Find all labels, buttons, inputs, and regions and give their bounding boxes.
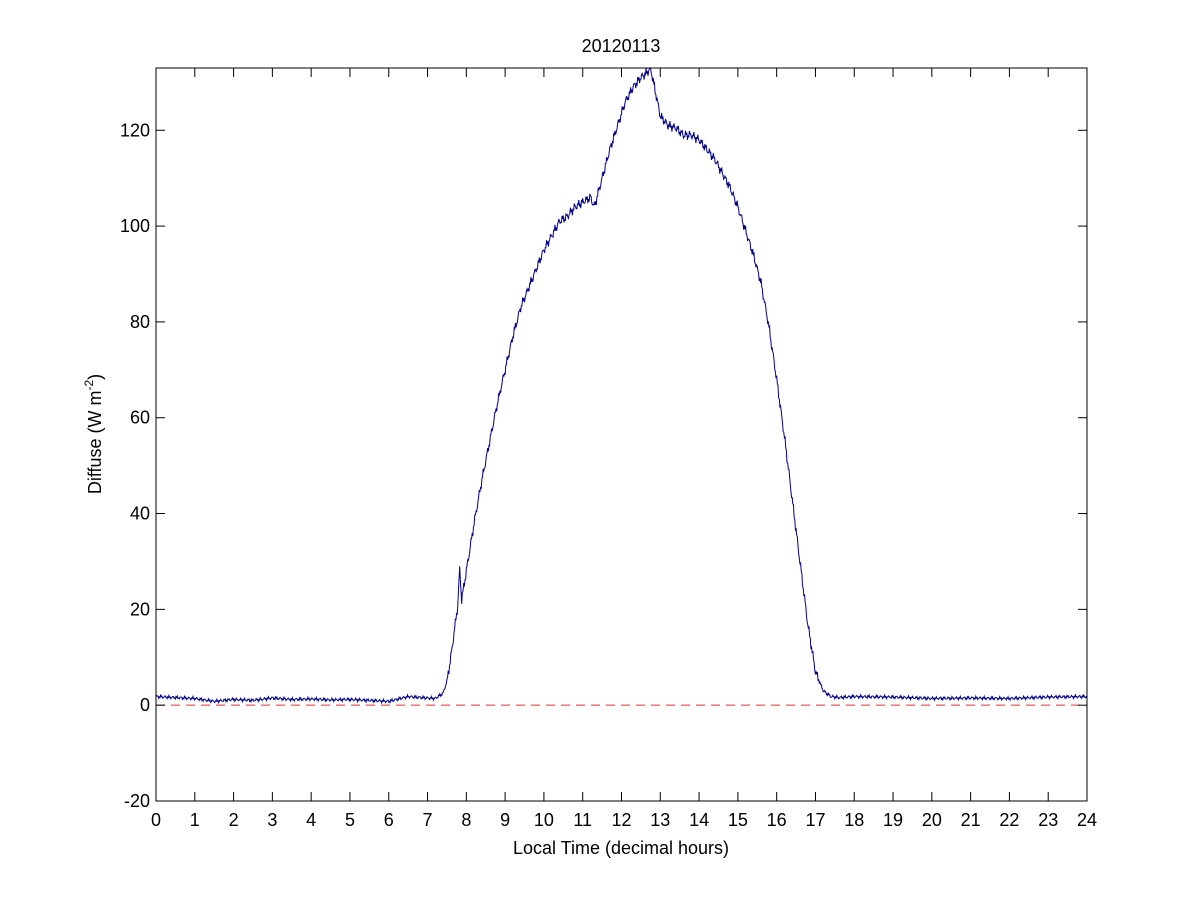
y-tick-label: 20 [130,599,150,619]
y-tick-label: 40 [130,504,150,524]
x-tick-label: 2 [229,810,239,830]
x-tick-label: 14 [689,810,709,830]
x-tick-label: 18 [844,810,864,830]
x-tick-label: 12 [611,810,631,830]
x-tick-label: 13 [650,810,670,830]
tick-layer: 0 1 2 3 4 5 6 7 8 9 10 11 12 13 14 15 16 17 18 19 20 21 22 23 24… [120,68,1097,830]
x-tick-label: 24 [1077,810,1097,830]
chart-title: 20120113 [582,36,661,56]
x-tick-label: 3 [267,810,277,830]
x-axis-title: Local Time (decimal hours) [513,838,729,858]
x-tick-label: 8 [461,810,471,830]
x-tick-label: 19 [883,810,903,830]
x-tick-label: 5 [345,810,355,830]
x-tick-label: 17 [805,810,825,830]
x-tick-label: 1 [190,810,200,830]
x-tick-label: 4 [306,810,316,830]
x-tick-label: 20 [922,810,942,830]
x-tick-label: 0 [151,810,161,830]
y-axis-title: Diffuse (W m-2) [82,374,105,494]
y-tick-label: 80 [130,312,150,332]
x-tick-label: 6 [384,810,394,830]
y-axis-title-main: Diffuse (W m [85,390,105,494]
x-tick-label: 21 [961,810,981,830]
y-tick-label: -20 [124,791,150,811]
y-axis-title-close: ) [85,374,105,380]
plot-frame [155,67,1088,802]
x-tick-label: 16 [767,810,787,830]
y-tick-label: 100 [120,216,150,236]
x-tick-label: 9 [500,810,510,830]
y-tick-label: 60 [130,408,150,428]
x-tick-label: 23 [1038,810,1058,830]
plot-area [156,68,1087,801]
diffuse-series-line [155,67,1088,705]
x-tick-label: 22 [999,810,1019,830]
y-axis-title-superscript: -2 [82,379,96,390]
x-tick-label: 15 [728,810,748,830]
x-tick-label: 7 [423,810,433,830]
x-tick-label: 11 [573,810,592,830]
series-layer [155,67,1088,705]
x-tick-label: 10 [534,810,554,830]
y-tick-label: 0 [140,695,150,715]
y-tick-label: 120 [120,120,150,140]
